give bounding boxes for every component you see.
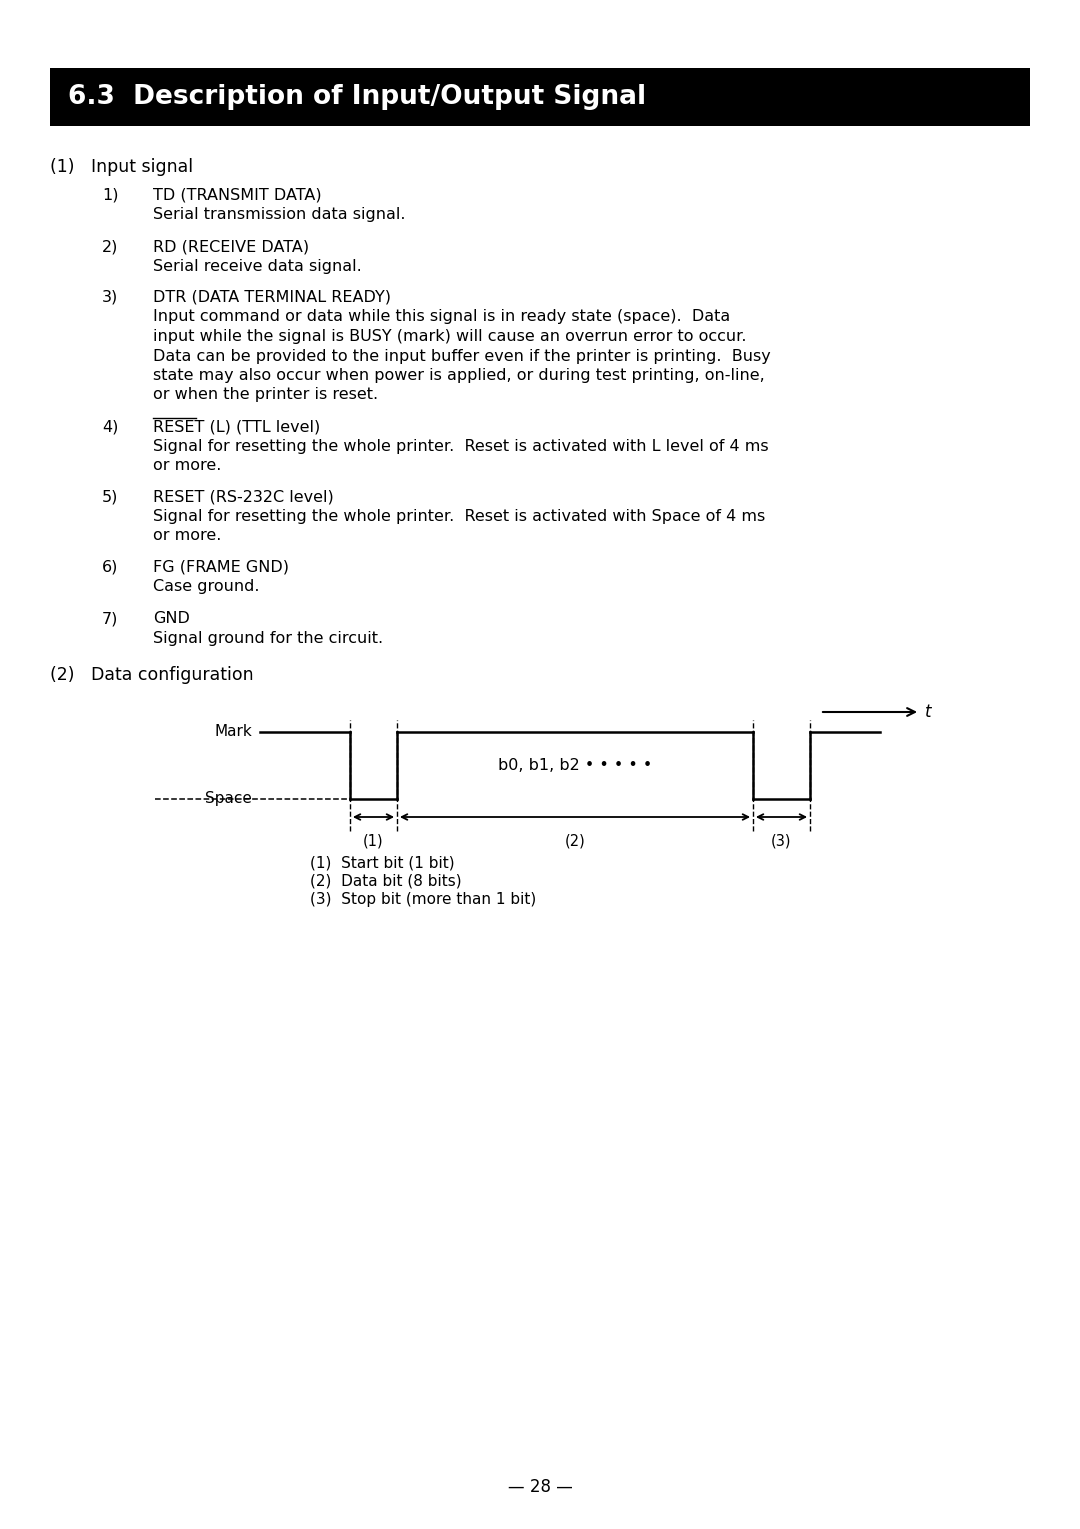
Text: (1)   Input signal: (1) Input signal [50, 157, 193, 176]
Text: or more.: or more. [153, 459, 221, 472]
Text: (3): (3) [771, 833, 792, 849]
Text: 6.3  Description of Input/Output Signal: 6.3 Description of Input/Output Signal [68, 84, 646, 110]
Text: 6): 6) [102, 560, 119, 575]
Text: b0, b1, b2 • • • • •: b0, b1, b2 • • • • • [498, 758, 652, 774]
Bar [50, 67, 1030, 125]
Text: DTR (DATA TERMINAL READY): DTR (DATA TERMINAL READY) [153, 291, 391, 304]
Text: 7): 7) [102, 612, 119, 625]
Text: state may also occur when power is applied, or during test printing, on-line,: state may also occur when power is appli… [153, 368, 765, 382]
Text: 1): 1) [102, 188, 119, 203]
Text: or when the printer is reset.: or when the printer is reset. [153, 387, 378, 402]
Text: Case ground.: Case ground. [153, 579, 259, 595]
Text: (2)  Data bit (8 bits): (2) Data bit (8 bits) [310, 873, 461, 888]
Text: 3): 3) [102, 291, 118, 304]
Text: 2): 2) [102, 239, 119, 254]
Text: 5): 5) [102, 489, 119, 505]
Text: Mark: Mark [214, 725, 252, 740]
Text: input while the signal is BUSY (mark) will cause an overrun error to occur.: input while the signal is BUSY (mark) wi… [153, 329, 746, 344]
Text: Serial receive data signal.: Serial receive data signal. [153, 258, 362, 274]
Text: RD (RECEIVE DATA): RD (RECEIVE DATA) [153, 239, 309, 254]
Text: Signal ground for the circuit.: Signal ground for the circuit. [153, 630, 383, 645]
Text: GND: GND [153, 612, 190, 625]
Text: (3)  Stop bit (more than 1 bit): (3) Stop bit (more than 1 bit) [310, 891, 537, 907]
Text: Signal for resetting the whole printer.  Reset is activated with Space of 4 ms: Signal for resetting the whole printer. … [153, 509, 766, 524]
Text: RESET (L) (TTL level): RESET (L) (TTL level) [153, 419, 321, 434]
Text: Space: Space [205, 792, 252, 806]
Text: (1): (1) [363, 833, 383, 849]
Text: (1)  Start bit (1 bit): (1) Start bit (1 bit) [310, 855, 455, 870]
Text: or more.: or more. [153, 529, 221, 543]
Text: TD (TRANSMIT DATA): TD (TRANSMIT DATA) [153, 188, 322, 203]
Text: Data can be provided to the input buffer even if the printer is printing.  Busy: Data can be provided to the input buffer… [153, 349, 771, 364]
Text: FG (FRAME GND): FG (FRAME GND) [153, 560, 289, 575]
Text: Serial transmission data signal.: Serial transmission data signal. [153, 208, 405, 223]
Text: t: t [924, 703, 931, 722]
Text: (2): (2) [565, 833, 585, 849]
Text: RESET (RS-232C level): RESET (RS-232C level) [153, 489, 334, 505]
Text: — 28 —: — 28 — [508, 1479, 572, 1495]
Text: Signal for resetting the whole printer.  Reset is activated with L level of 4 ms: Signal for resetting the whole printer. … [153, 439, 769, 454]
Text: (2)   Data configuration: (2) Data configuration [50, 667, 254, 683]
Text: Input command or data while this signal is in ready state (space).  Data: Input command or data while this signal … [153, 309, 730, 324]
Text: 4): 4) [102, 419, 119, 434]
